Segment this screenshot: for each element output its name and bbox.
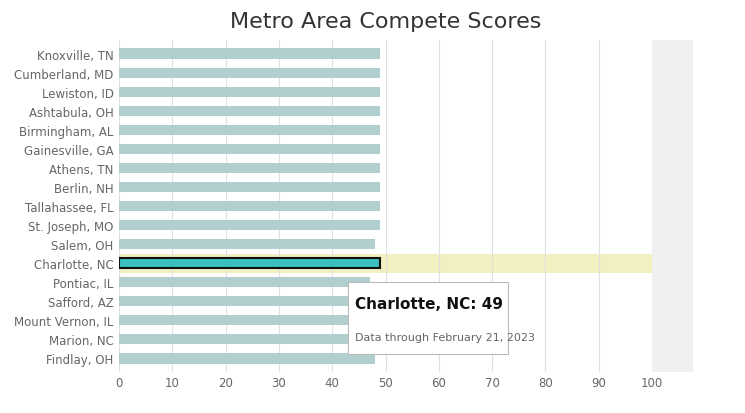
FancyBboxPatch shape — [348, 282, 508, 355]
Bar — [119, 258, 380, 269]
Bar — [119, 125, 380, 136]
Text: Data through February 21, 2023: Data through February 21, 2023 — [355, 332, 535, 342]
Bar — [119, 258, 380, 269]
Text: Charlotte, NC: 49: Charlotte, NC: 49 — [355, 296, 503, 311]
Bar — [119, 50, 380, 60]
Bar — [119, 334, 370, 344]
Bar — [119, 201, 380, 212]
Bar — [119, 69, 380, 79]
Bar — [119, 315, 370, 326]
Bar — [119, 106, 380, 117]
Bar — [119, 87, 380, 98]
Title: Metro Area Compete Scores: Metro Area Compete Scores — [230, 12, 541, 31]
Bar — [119, 144, 380, 155]
Bar — [119, 277, 370, 288]
Bar — [119, 182, 380, 193]
Bar — [119, 353, 375, 363]
Bar — [119, 163, 380, 174]
Bar — [119, 254, 652, 273]
Bar — [119, 296, 370, 307]
Bar — [119, 220, 380, 231]
Bar — [119, 239, 375, 250]
